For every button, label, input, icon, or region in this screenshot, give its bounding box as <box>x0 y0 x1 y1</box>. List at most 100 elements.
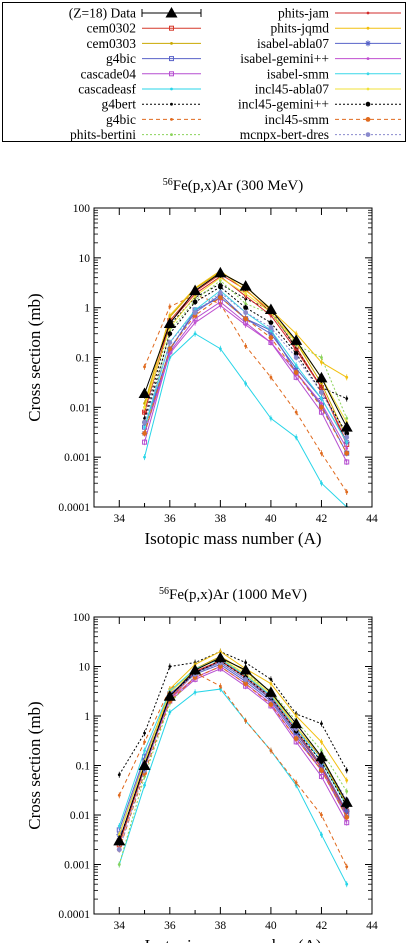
series-point <box>293 736 299 741</box>
data-point <box>264 686 277 697</box>
x-tick-label: 36 <box>164 920 176 932</box>
legend-label: cascade04 <box>81 66 137 81</box>
series-point <box>217 295 223 300</box>
series-point <box>269 682 273 686</box>
series-point <box>320 813 323 817</box>
y-tick-label: 0.1 <box>76 761 91 773</box>
series-point <box>318 773 324 779</box>
data-point <box>290 334 303 345</box>
series-point <box>294 363 298 367</box>
series-point <box>193 690 197 694</box>
y-tick-label: 1 <box>84 303 90 315</box>
series-point <box>293 351 299 356</box>
series-point <box>143 783 146 787</box>
legend-label: phits-bertini <box>70 127 136 142</box>
series-point <box>117 863 121 866</box>
data-point <box>163 690 176 701</box>
series-point <box>142 430 147 436</box>
series-point <box>318 762 325 769</box>
legend-marker <box>169 71 174 77</box>
y-tick-label: 0.001 <box>64 452 90 464</box>
legend-marker <box>165 7 178 18</box>
series-point <box>320 356 323 359</box>
series-point <box>344 820 350 826</box>
series-point <box>168 352 172 355</box>
series-point <box>143 416 146 420</box>
legend-marker <box>366 57 370 60</box>
x-axis-label: Isotopic mass number (A) <box>144 529 321 548</box>
series-point <box>117 824 121 828</box>
series-point <box>116 847 122 852</box>
y-tick-label: 0.001 <box>64 860 90 872</box>
series-point <box>243 305 249 311</box>
data-point <box>189 284 202 296</box>
series-point <box>344 814 350 820</box>
series-point <box>142 439 148 445</box>
legend-label: (Z=18) Data <box>69 6 136 21</box>
series-line <box>118 658 348 865</box>
series-point <box>319 767 324 773</box>
legend-marker <box>365 132 371 138</box>
y-tick-label: 100 <box>73 612 91 624</box>
series-point <box>319 404 324 410</box>
series-point <box>143 410 146 414</box>
data-point <box>163 317 176 329</box>
chart-1000mev: 56Fe(p,x)Ar (1000 MeV) 0.0001 0.001 0.01 0.1… <box>25 586 378 943</box>
series-point <box>243 310 249 315</box>
series-point <box>192 675 198 680</box>
y-tick-label: 0.01 <box>70 810 90 822</box>
series-point <box>345 397 349 400</box>
series-point <box>218 684 222 688</box>
series-line <box>118 658 348 827</box>
data-point <box>315 371 328 383</box>
series-line <box>144 296 348 454</box>
series-point <box>167 340 173 345</box>
legend-marker <box>170 102 173 106</box>
series-point <box>243 681 249 687</box>
series-point <box>294 781 298 785</box>
series-point <box>344 430 350 436</box>
legend-marker <box>170 87 173 91</box>
legend-label: phits-jqmd <box>270 21 329 36</box>
x-tick-label: 36 <box>164 513 176 525</box>
series-point <box>293 355 299 360</box>
series-point <box>167 331 173 337</box>
data-point <box>138 759 151 770</box>
legend-label: g4bic <box>106 112 136 127</box>
chart-title-text: Fe(p,x)Ar (1000 MeV) <box>169 587 307 603</box>
series-point <box>320 833 323 837</box>
legend-label: isabel-abla07 <box>257 36 329 51</box>
series-point <box>193 321 197 325</box>
series-point <box>294 435 298 439</box>
series-group <box>138 266 353 507</box>
series-line <box>118 665 348 850</box>
series-point <box>117 793 121 797</box>
series-line <box>118 688 348 885</box>
legend-marker <box>366 11 370 15</box>
data-point <box>290 717 303 729</box>
series-point <box>268 335 274 341</box>
data-point <box>214 651 227 663</box>
y-tick-label: 10 <box>79 253 91 265</box>
series-point <box>293 365 300 372</box>
y-axis-label: Cross section (mb) <box>25 293 44 421</box>
series-point <box>320 740 323 744</box>
y-axis-label: Cross section (mb) <box>25 701 44 829</box>
series-point <box>243 676 249 682</box>
series-point <box>167 346 173 352</box>
series-point <box>269 416 273 420</box>
series-point <box>168 665 172 668</box>
series-point <box>142 419 147 425</box>
series-point <box>117 833 121 837</box>
series-point <box>319 389 324 395</box>
legend-marker <box>366 87 370 91</box>
series-point <box>320 451 323 455</box>
series-point <box>267 330 274 337</box>
legend-marker <box>170 133 173 137</box>
y-tick-label: 0.1 <box>76 353 91 365</box>
series-point <box>143 740 146 744</box>
series-point <box>293 370 299 375</box>
series-point <box>244 661 248 664</box>
chart-legend: (Z=18) Datacem0302cem0303g4biccascade04c… <box>2 2 406 142</box>
legend-marker <box>365 40 371 47</box>
